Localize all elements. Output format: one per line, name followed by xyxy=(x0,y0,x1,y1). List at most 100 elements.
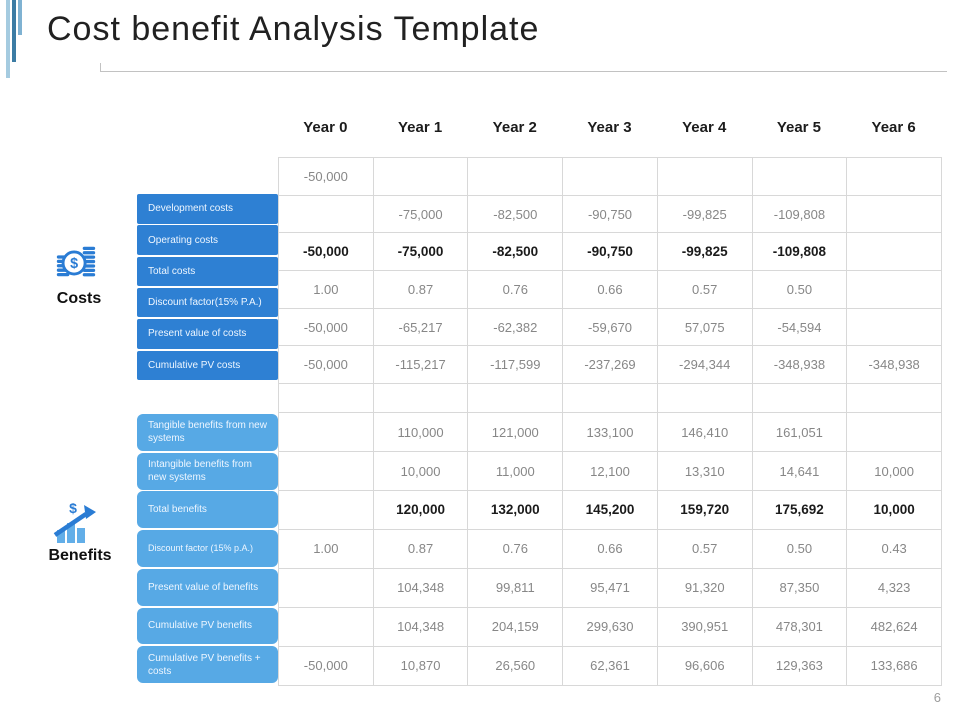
table-cell xyxy=(847,233,942,272)
page-number: 6 xyxy=(933,690,941,705)
table-cell: 91,320 xyxy=(657,568,753,608)
benefit-row-label: Cumulative PV benefits xyxy=(137,607,278,645)
table-cell xyxy=(657,384,753,414)
table-cell: 10,870 xyxy=(373,646,469,686)
table-cell: -50,000 xyxy=(279,158,374,196)
table-cell: -109,808 xyxy=(752,233,848,272)
table-cell: 0.66 xyxy=(563,271,658,309)
table-cell: 13,310 xyxy=(657,452,753,491)
table-cell xyxy=(468,158,564,196)
table-cell: -90,750 xyxy=(563,195,658,234)
table-cell: 0.76 xyxy=(468,271,564,309)
column-header: Year 0 xyxy=(303,118,348,136)
table-cell: -50,000 xyxy=(279,646,374,686)
table-cell: 132,000 xyxy=(468,490,564,530)
table-cell: 175,692 xyxy=(752,490,848,530)
table-cell: -50,000 xyxy=(279,308,374,347)
table-cell: -348,938 xyxy=(752,346,848,385)
table-grid: -50,000 -75,000 -82,500 -90,750 -99,825 -109,… xyxy=(278,157,942,686)
cost-row-label: Discount factor(15% P.A.) xyxy=(137,287,278,318)
table-cell xyxy=(847,271,942,309)
table-cell: 10,000 xyxy=(847,490,942,530)
bar-chart-growth-dollar-icon: $ xyxy=(50,500,100,552)
table-cell: 10,000 xyxy=(373,452,469,491)
table-cell: 133,100 xyxy=(563,413,658,453)
table-cell: -75,000 xyxy=(373,195,469,234)
cost-row-label: Development costs xyxy=(137,194,278,224)
table-cell: 299,630 xyxy=(563,607,658,647)
table-cell: 0.87 xyxy=(373,271,469,309)
table-cell: -65,217 xyxy=(373,308,469,347)
table-cell: -237,269 xyxy=(563,346,658,385)
table-cell: 12,100 xyxy=(563,452,658,491)
column-header: Year 1 xyxy=(397,118,443,136)
table-cell: 121,000 xyxy=(468,413,564,453)
table-cell: -54,594 xyxy=(752,308,848,347)
table-column-headers: Year 0 Year 1 Year 2 Year 3 Year 4 Year 5 Year… xyxy=(278,105,941,149)
table-cell: 87,350 xyxy=(752,568,848,608)
table-cell: 14,641 xyxy=(752,452,848,491)
table-cell xyxy=(847,195,942,234)
benefit-row-label: Cumulative PV benefits + costs xyxy=(137,646,278,684)
table-cell: -117,599 xyxy=(468,346,564,385)
benefit-row-label: Present value of benefits xyxy=(137,568,278,606)
svg-text:$: $ xyxy=(69,501,77,516)
table-cell: 159,720 xyxy=(657,490,753,530)
benefit-row-label: Discount factor (15% p.A.) xyxy=(137,530,278,567)
column-header: Year 6 xyxy=(871,118,916,136)
benefit-row-label: Total benefits xyxy=(137,491,278,529)
table-cell: -62,382 xyxy=(468,308,564,347)
benefit-row-label: Intangible benefits from new systems xyxy=(137,452,278,490)
table-cell xyxy=(657,158,753,196)
table-cell: 146,410 xyxy=(657,413,753,453)
table-cell: 0.76 xyxy=(468,529,564,569)
table-cell: 62,361 xyxy=(563,646,658,686)
table-cell: -82,500 xyxy=(468,233,564,272)
table-cell: 0.50 xyxy=(752,271,848,309)
table-cell: 129,363 xyxy=(752,646,848,686)
table-cell: 390,951 xyxy=(657,607,753,647)
benefit-row-label: Tangible benefits from new systems xyxy=(137,414,278,451)
page-title: Cost benefit Analysis Template xyxy=(47,10,540,48)
accent-bar xyxy=(18,0,22,35)
cost-row-label: Present value of costs xyxy=(137,319,278,349)
table-cell: 110,000 xyxy=(373,413,469,453)
table-cell: -75,000 xyxy=(373,233,469,272)
table-cell: 120,000 xyxy=(373,490,469,530)
table-cell xyxy=(279,195,374,234)
cost-row-label: Cumulative PV costs xyxy=(137,350,278,380)
table-cell: -115,217 xyxy=(373,346,469,385)
table-cell xyxy=(847,158,942,196)
svg-text:$: $ xyxy=(70,256,78,272)
benefits-section-label: Benefits xyxy=(48,547,112,564)
table-cell xyxy=(373,158,469,196)
table-cell: 11,000 xyxy=(468,452,564,491)
table-cell: 145,200 xyxy=(563,490,658,530)
table-cell: 133,686 xyxy=(847,646,942,686)
table-cell: 0.66 xyxy=(563,529,658,569)
cost-row-label: Operating costs xyxy=(137,225,278,255)
table-cell: -90,750 xyxy=(563,233,658,272)
table-cell xyxy=(279,607,374,647)
title-underline-tick xyxy=(100,63,101,72)
table-cell: 204,159 xyxy=(468,607,564,647)
table-cell: -59,670 xyxy=(563,308,658,347)
accent-bar xyxy=(12,0,16,62)
table-cell: -348,938 xyxy=(847,346,942,385)
table-cell: 0.57 xyxy=(657,271,753,309)
table-cell xyxy=(847,384,942,414)
table-cell: 57,075 xyxy=(657,308,753,347)
table-cell: -294,344 xyxy=(657,346,753,385)
table-cell: -99,825 xyxy=(657,233,753,272)
column-header: Year 3 xyxy=(587,118,632,136)
table-cell: -50,000 xyxy=(279,346,374,385)
table-cell xyxy=(373,384,469,414)
table-cell: 96,606 xyxy=(657,646,753,686)
table-cell: 104,348 xyxy=(373,607,469,647)
table-cell xyxy=(563,384,658,414)
table-cell: 0.87 xyxy=(373,529,469,569)
table-cell xyxy=(563,158,658,196)
table-cell xyxy=(279,490,374,530)
coins-dollar-icon: $ xyxy=(53,240,99,291)
table-cell xyxy=(468,384,564,414)
